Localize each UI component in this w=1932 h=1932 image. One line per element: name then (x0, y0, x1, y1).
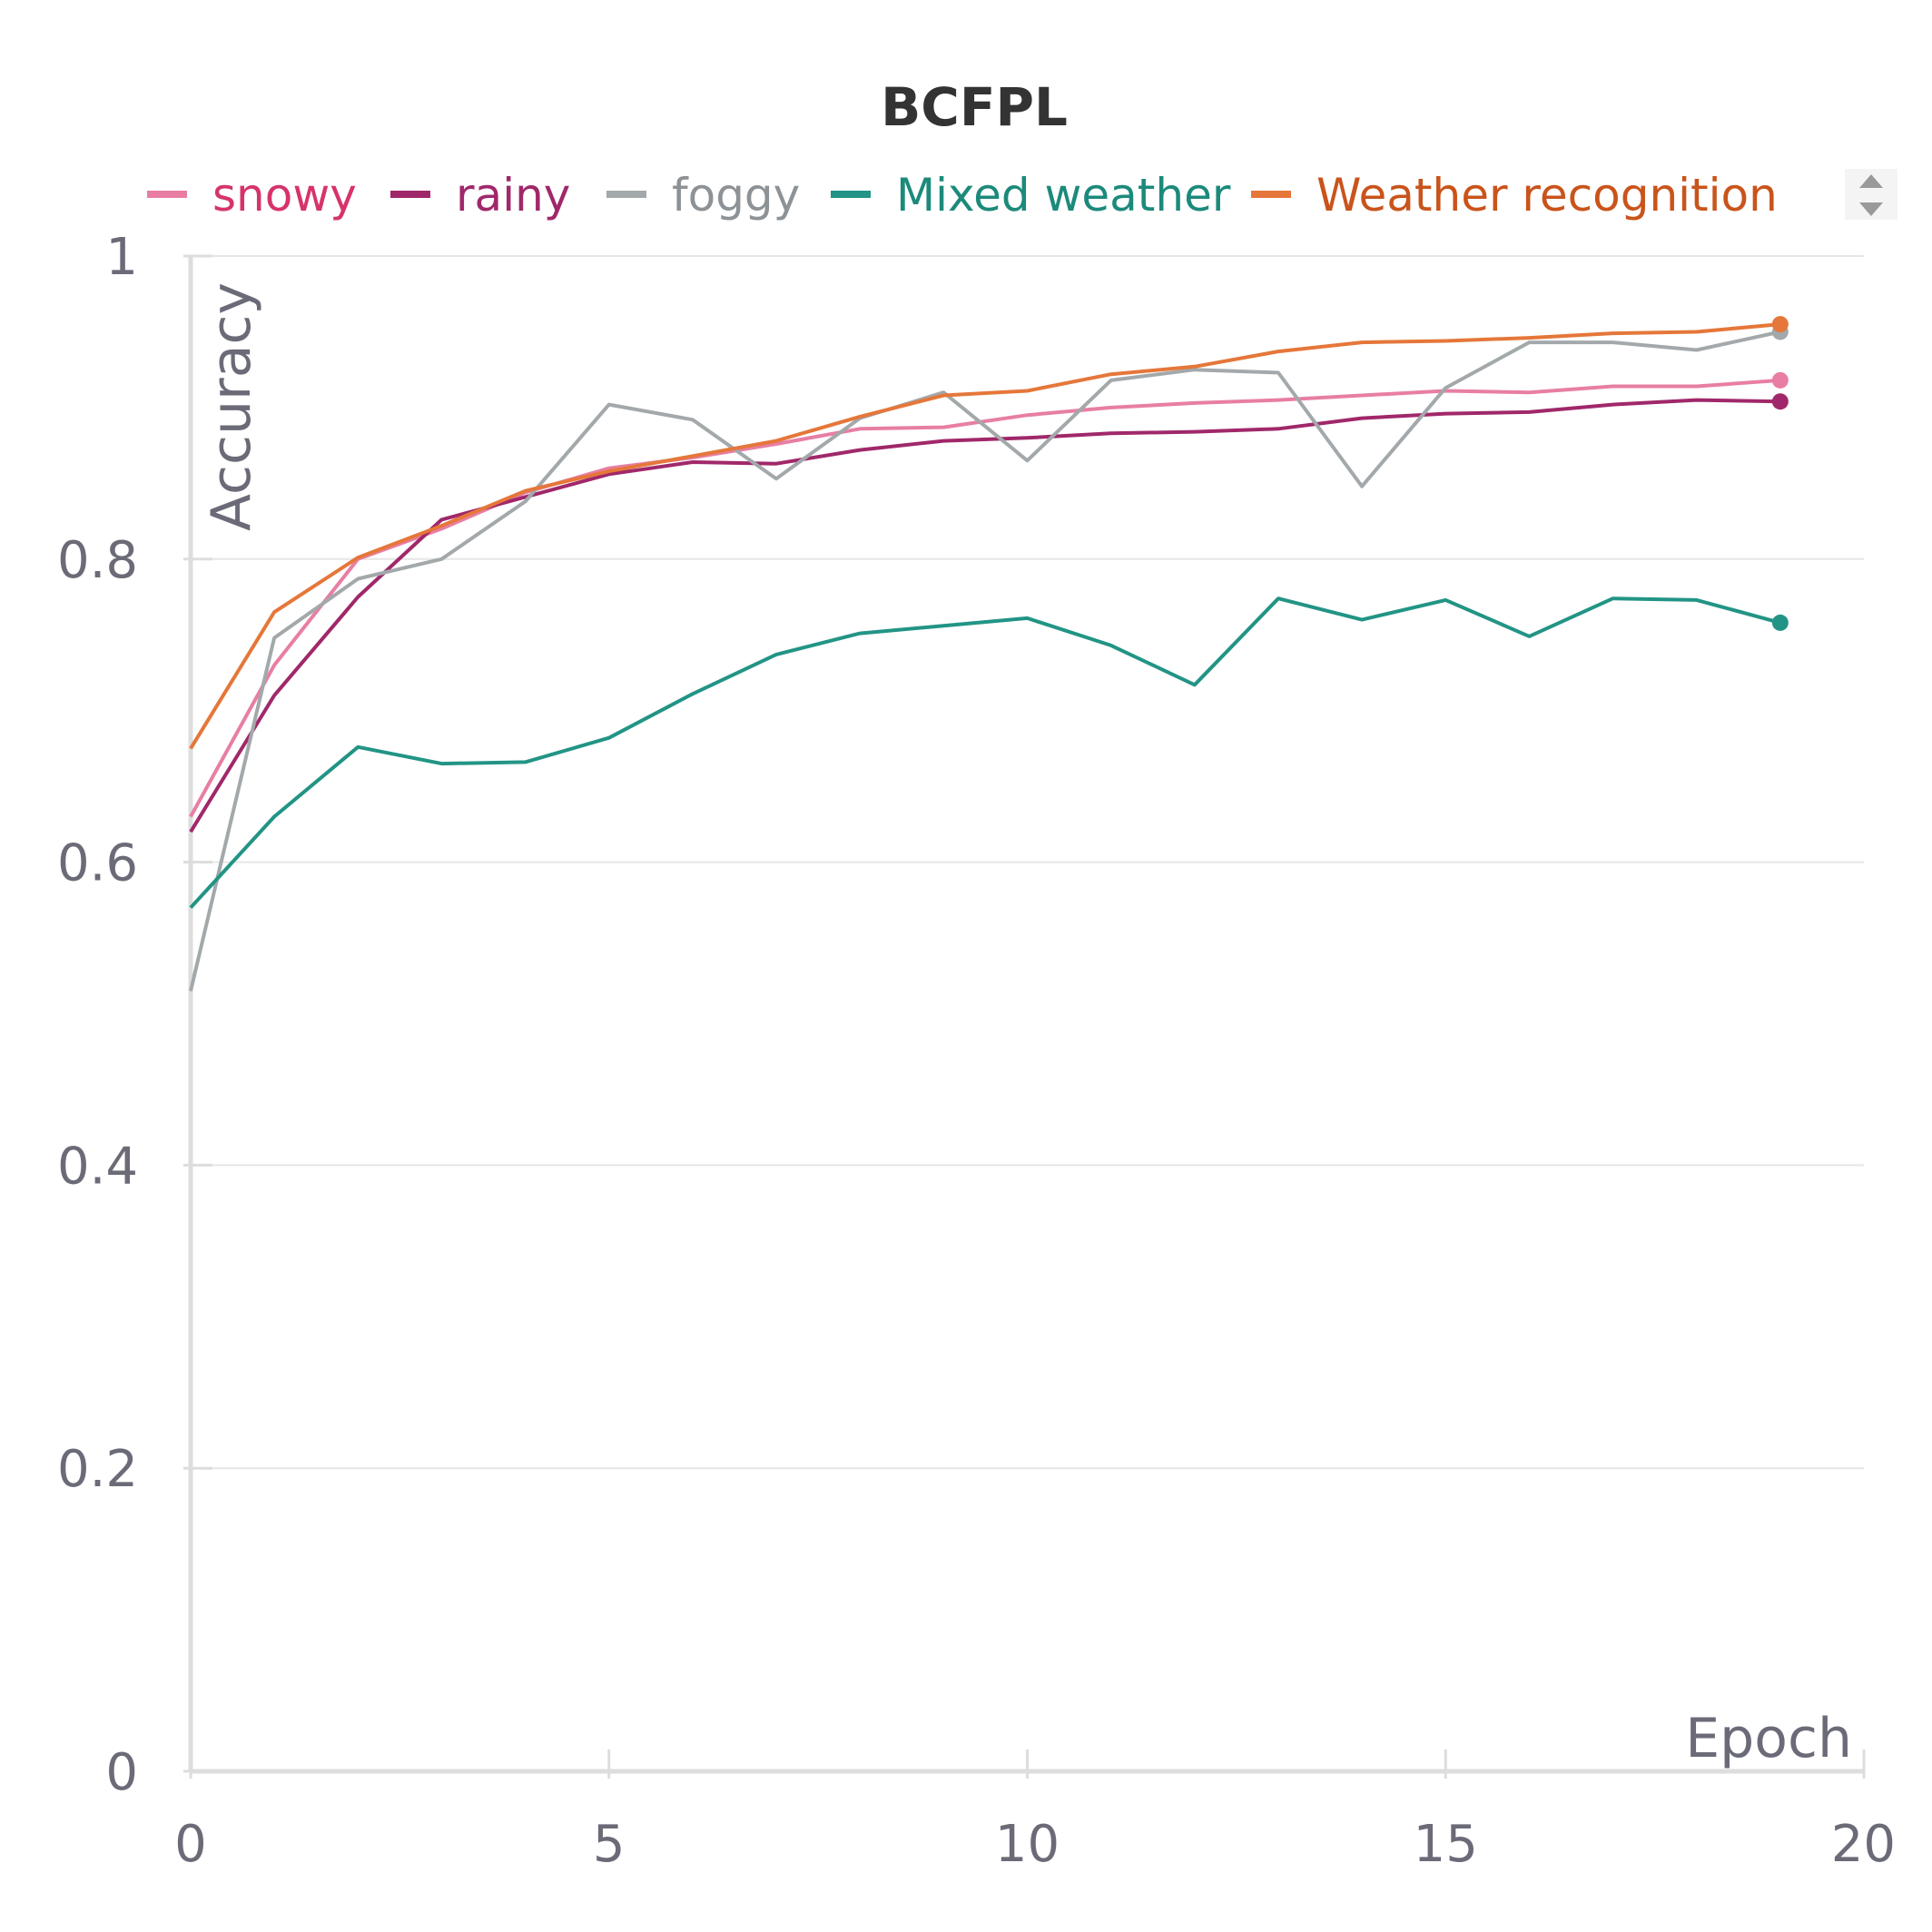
y-tick-labels: 0 0.2 0.4 0.6 0.8 1 (57, 228, 138, 1802)
x-tick-label: 5 (593, 1815, 626, 1874)
series-end-point (1771, 371, 1789, 389)
legend-item-snowy[interactable]: snowy (147, 169, 357, 222)
series-line-mixed-weather (189, 596, 1781, 910)
legend-label: snowy (212, 169, 357, 222)
series-line-snowy (189, 378, 1780, 818)
series-line-rainy (189, 398, 1780, 833)
legend[interactable]: snowy rainy foggy Mixed weather Weather reco… (147, 169, 1778, 222)
chart-title: BCFPL (881, 76, 1068, 138)
x-tick-label: 0 (174, 1815, 207, 1874)
y-tick-label: 0.2 (57, 1440, 138, 1499)
x-tick-label: 10 (995, 1815, 1060, 1874)
scroll-up-icon[interactable] (1859, 174, 1883, 188)
x-tick-label: 15 (1414, 1815, 1478, 1874)
legend-scroll-arrows[interactable] (1845, 169, 1898, 220)
legend-label: Mixed weather (896, 169, 1231, 222)
series-lines (189, 316, 1789, 991)
y-tick-label: 0.6 (57, 834, 138, 893)
legend-item-mixed-weather[interactable]: Mixed weather (831, 169, 1231, 222)
x-axis-label: Epoch (1685, 1707, 1852, 1770)
series-line-foggy (189, 330, 1781, 991)
y-axis-label: Accuracy (200, 282, 263, 531)
legend-label: foggy (672, 169, 800, 222)
axes (188, 256, 1866, 1779)
y-tick-label: 0.8 (57, 531, 138, 590)
y-tick-label: 0 (105, 1743, 138, 1802)
x-tick-label: 20 (1831, 1815, 1896, 1874)
legend-item-weather-recognition[interactable]: Weather recognition (1251, 169, 1778, 222)
legend-item-foggy[interactable]: foggy (606, 169, 800, 222)
series-end-point (1771, 614, 1789, 631)
legend-label: Weather recognition (1316, 169, 1778, 222)
x-tick-labels: 0 5 10 15 20 (174, 1815, 1896, 1874)
series-line-weather-recognition (189, 322, 1780, 750)
series-end-point (1771, 393, 1789, 410)
legend-item-rainy[interactable]: rainy (390, 169, 570, 222)
scroll-down-icon[interactable] (1859, 202, 1883, 216)
legend-label: rainy (456, 169, 570, 222)
gridlines (183, 254, 1864, 1773)
y-tick-label: 0.4 (57, 1137, 138, 1196)
y-tick-label: 1 (105, 228, 138, 287)
series-end-point (1771, 316, 1789, 333)
